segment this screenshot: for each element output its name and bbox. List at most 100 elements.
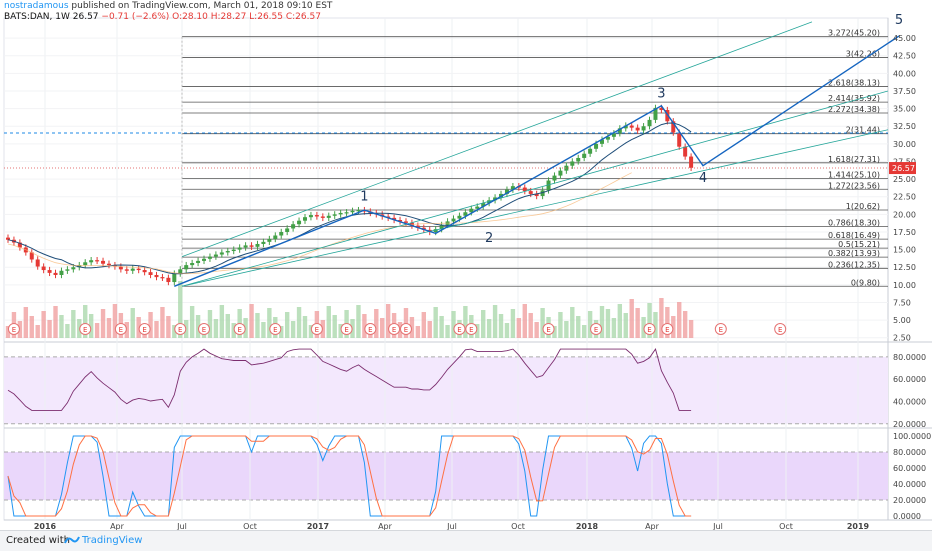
candle-body — [635, 127, 640, 131]
candle-body — [255, 243, 260, 247]
candle-body — [398, 220, 403, 222]
candle-body — [95, 260, 100, 262]
candle-body — [207, 256, 212, 259]
earnings-marker-label: E — [83, 326, 87, 334]
tradingview-brand[interactable]: TradingView — [82, 535, 143, 546]
candle-body — [29, 252, 34, 260]
price-tick-label: 2.50 — [893, 334, 911, 343]
wave-label: 4 — [699, 171, 707, 186]
candle-body — [136, 268, 141, 271]
price-tick-label: 20.00 — [893, 210, 916, 219]
candle-body — [504, 189, 509, 194]
candle-body — [106, 263, 111, 266]
earnings-marker — [661, 323, 674, 335]
volume-bar — [534, 322, 539, 338]
author-name[interactable]: nostradamous — [4, 1, 69, 11]
volume-bar — [581, 325, 587, 338]
volume-bar — [641, 317, 646, 338]
created-with-text: Created with — [6, 535, 70, 546]
price-tick-label: 5.00 — [893, 316, 911, 325]
earnings-marker — [79, 323, 92, 335]
stoch-tick-label: 100.0000 — [893, 432, 931, 441]
volume-bar — [510, 309, 516, 338]
volume-bar — [528, 313, 533, 338]
volume-bar — [576, 316, 581, 338]
fib-level-label: 0.786(18.30) — [828, 218, 880, 227]
candle-body — [463, 212, 468, 216]
volume-bar — [29, 316, 34, 338]
candle-body — [118, 266, 123, 270]
candle-body — [546, 180, 551, 191]
candle-body — [83, 262, 88, 266]
candle-body — [273, 235, 278, 240]
earnings-marker — [714, 323, 727, 335]
volume-bar — [41, 311, 46, 338]
candle-body — [659, 107, 664, 111]
volume-bar — [130, 308, 135, 338]
volume-bar — [653, 312, 658, 338]
volume-bar — [219, 305, 225, 338]
candle-body — [35, 259, 40, 267]
candle-body — [243, 245, 248, 248]
candle-body — [291, 224, 296, 229]
volume-bar — [611, 318, 617, 338]
price-tick-label: 27.50 — [893, 157, 916, 166]
candle-body — [184, 265, 189, 270]
volume-bar — [409, 317, 415, 338]
stoch-tick-label: 80.0000 — [893, 448, 926, 457]
earnings-marker — [138, 323, 151, 335]
volume-bar — [88, 314, 94, 338]
price-tick-label: 15.00 — [893, 246, 916, 255]
earnings-marker-label: E — [119, 326, 123, 334]
volume-bar — [682, 311, 688, 338]
candle-body — [665, 110, 670, 122]
rsi-line — [7, 348, 692, 411]
last-price-tag — [889, 162, 916, 175]
candle-body — [534, 193, 539, 197]
candle-body — [332, 214, 337, 216]
volume-bar — [148, 312, 153, 338]
time-tick-label: Jul — [176, 522, 187, 530]
earnings-marker — [269, 323, 282, 335]
candle-body — [522, 187, 527, 192]
time-tick-label: 2016 — [34, 522, 57, 530]
wave-label: 5 — [895, 13, 903, 28]
candle-body — [71, 267, 76, 270]
candle-body — [225, 251, 230, 253]
earnings-marker-label: E — [594, 326, 598, 334]
candle-body — [611, 133, 616, 137]
candle-body — [65, 269, 70, 271]
candle-body — [142, 270, 147, 273]
candle-body — [600, 139, 604, 144]
fib-level-label: 0.5(15.21) — [838, 240, 880, 249]
earnings-marker — [174, 323, 187, 335]
stoch-tick-label: 60.0000 — [893, 464, 926, 473]
chart-canvas[interactable]: 3.272(45.20) 3(42.26) 2.618(38.13) 2.414(35… — [0, 0, 932, 530]
volume-bar — [47, 320, 52, 338]
volume-bar — [540, 308, 545, 338]
fib-level-label: 1(20.62) — [846, 202, 880, 211]
price-tick-label: 22.50 — [893, 193, 916, 202]
volume-bar — [635, 308, 640, 338]
volume-bar — [195, 315, 201, 338]
candle-body — [510, 186, 515, 190]
earnings-marker-label: E — [469, 326, 473, 334]
volume-bar — [178, 281, 183, 338]
earnings-marker — [643, 323, 656, 335]
candle-body — [647, 119, 652, 127]
volume-bar — [160, 307, 165, 338]
time-tick-label: 2017 — [307, 522, 329, 530]
earnings-marker-label: E — [404, 326, 408, 334]
earnings-marker-label: E — [237, 326, 241, 334]
stoch-tick-label: 20.0000 — [893, 496, 926, 505]
candle-body — [41, 266, 46, 271]
volume-bar — [498, 314, 504, 338]
volume-bar — [629, 299, 634, 338]
candle-body — [303, 217, 307, 221]
volume-bar — [665, 307, 670, 338]
volume-bar — [374, 309, 379, 338]
candle-body — [17, 242, 22, 248]
candle-body — [285, 228, 290, 232]
candle-body — [588, 148, 593, 154]
earnings-marker-label: E — [142, 326, 146, 334]
